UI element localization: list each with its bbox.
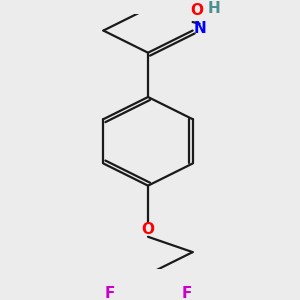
- Text: F: F: [182, 286, 192, 300]
- Text: N: N: [193, 21, 206, 36]
- Text: F: F: [104, 286, 115, 300]
- Text: H: H: [208, 1, 221, 16]
- Text: O: O: [142, 223, 154, 238]
- Text: O: O: [190, 3, 203, 18]
